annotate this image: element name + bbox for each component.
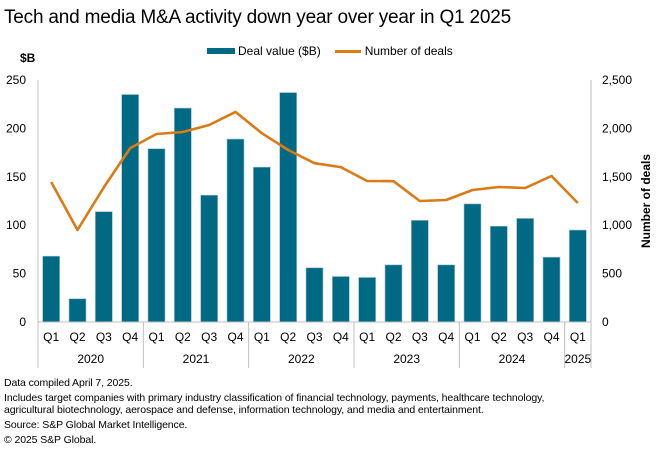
bar-deal-value xyxy=(121,94,139,323)
note-source: Source: S&P Global Market Intelligence. xyxy=(4,419,188,431)
note-compiled: Data compiled April 7, 2025. xyxy=(4,377,133,389)
x-tick-label: Q4 xyxy=(122,330,138,344)
note-includes-line-1: Includes target companies with primary i… xyxy=(4,392,545,404)
right-tick-label: 0 xyxy=(602,315,609,329)
left-tick-label: 250 xyxy=(6,73,26,87)
year-label: 2021 xyxy=(183,352,210,366)
bar-deal-value xyxy=(305,267,324,323)
x-tick-label: Q2 xyxy=(280,330,296,344)
bar-deal-value xyxy=(200,194,218,323)
x-tick-label: Q1 xyxy=(43,330,59,344)
legend-swatch-line xyxy=(334,49,361,53)
x-tick-label: Q1 xyxy=(464,330,480,344)
x-tick-label: Q3 xyxy=(306,330,322,344)
bar-deal-value xyxy=(42,255,60,323)
left-tick-label: 50 xyxy=(13,267,27,281)
x-tick-label: Q3 xyxy=(517,330,533,344)
x-tick-label: Q3 xyxy=(96,330,112,344)
bar-deal-value xyxy=(437,264,455,323)
bar-deal-value xyxy=(226,138,245,323)
x-tick-label: Q4 xyxy=(227,330,243,344)
legend-label-number-of-deals: Number of deals xyxy=(364,44,453,58)
chart-title: Tech and media M&A activity down year ov… xyxy=(4,7,511,28)
note-includes-line-2: agricultural biotechnology, aerospace an… xyxy=(4,404,484,416)
right-tick-label: 2,000 xyxy=(602,121,632,135)
year-label: 2020 xyxy=(77,352,104,366)
bar-deal-value xyxy=(516,218,534,323)
x-tick-label: Q4 xyxy=(543,330,559,344)
legend-swatch-bar xyxy=(207,48,235,54)
bar-deal-value xyxy=(279,92,297,323)
bar-deal-value xyxy=(332,276,350,323)
x-tick-label: Q2 xyxy=(385,330,401,344)
bar-deal-value xyxy=(569,229,587,323)
x-tick-label: Q4 xyxy=(438,330,454,344)
bar-deal-value xyxy=(384,264,403,323)
bar-deal-value xyxy=(542,256,561,323)
bar-deal-value xyxy=(253,166,271,323)
year-label: 2024 xyxy=(499,352,526,366)
x-tick-label: Q2 xyxy=(175,330,191,344)
year-label: 2023 xyxy=(393,352,420,366)
year-label: 2025 xyxy=(564,352,591,366)
x-tick-label: Q2 xyxy=(491,330,507,344)
x-tick-label: Q1 xyxy=(570,330,586,344)
x-tick-label: Q1 xyxy=(359,330,375,344)
right-axis-label: Number of deals xyxy=(639,154,653,248)
x-tick-label: Q3 xyxy=(201,330,217,344)
legend-item-deal-value: Deal value ($B) xyxy=(207,44,321,58)
left-tick-label: 200 xyxy=(6,121,26,135)
bar-deal-value xyxy=(358,277,376,323)
note-copyright: © 2025 S&P Global. xyxy=(4,434,97,446)
bar-deal-value xyxy=(68,298,87,323)
bar-deal-value xyxy=(463,203,482,323)
bar-deal-value xyxy=(174,107,192,323)
legend-label-deal-value: Deal value ($B) xyxy=(238,44,321,58)
bar-deal-value xyxy=(490,225,508,323)
footnotes: Data compiled April 7, 2025. Includes ta… xyxy=(4,377,544,446)
right-tick-label: 500 xyxy=(602,267,622,281)
legend-item-number-of-deals: Number of deals xyxy=(334,44,453,58)
legend: Deal value ($B) Number of deals xyxy=(207,44,467,58)
x-tick-label: Q3 xyxy=(412,330,428,344)
x-tick-label: Q1 xyxy=(148,330,164,344)
left-tick-label: 100 xyxy=(6,218,26,232)
right-tick-label: 1,500 xyxy=(602,170,632,184)
left-tick-label: 150 xyxy=(6,170,26,184)
bar-deal-value xyxy=(147,148,166,323)
x-tick-label: Q1 xyxy=(254,330,270,344)
year-label: 2022 xyxy=(288,352,315,366)
x-tick-label: Q4 xyxy=(333,330,349,344)
left-tick-label: 0 xyxy=(19,315,26,329)
right-tick-label: 1,000 xyxy=(602,218,632,232)
x-tick-label: Q2 xyxy=(69,330,85,344)
right-tick-label: 2,500 xyxy=(602,73,632,87)
bar-deal-value xyxy=(95,211,113,323)
bar-deal-value xyxy=(411,220,429,323)
chart-svg: 0 50 100 150 200 250 0 500 1,000 1,500 2,000 2,500 $… xyxy=(6,51,653,368)
left-axis-label: $B xyxy=(20,51,36,65)
